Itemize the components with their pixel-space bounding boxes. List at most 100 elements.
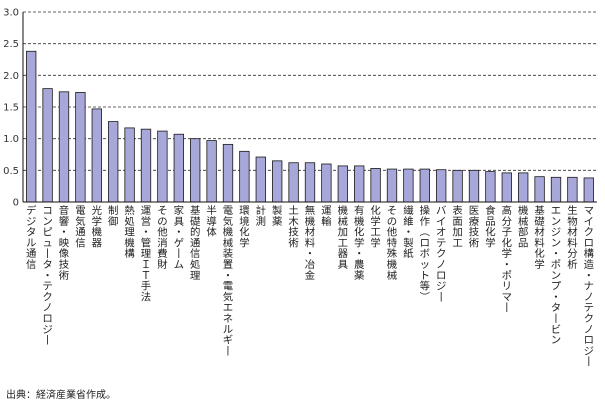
category-label-char: ノ <box>584 291 594 303</box>
category-label-char: 紙 <box>403 247 414 260</box>
category-label-char: 機 <box>354 215 365 228</box>
category-label-char: 特 <box>387 237 397 249</box>
category-label-char: 機 <box>305 215 316 228</box>
category-label-char: 分 <box>567 248 577 260</box>
category-label-char: ジ <box>436 281 446 293</box>
category-label-char: ・ <box>59 227 69 239</box>
category-label-char: タ <box>42 259 52 271</box>
category-label-char: 化 <box>502 236 512 249</box>
category-label-char: ル <box>26 237 36 249</box>
category-label-char: エ <box>223 302 233 314</box>
category-label-char: 工 <box>370 227 380 239</box>
bar <box>173 133 184 203</box>
category-label-char: 土 <box>288 204 298 217</box>
category-label-char: ノ <box>584 324 594 336</box>
category-label: 食品化学食品化学 <box>485 204 496 249</box>
category-label-char: 営 <box>141 215 151 228</box>
category-label: その他特殊機械その他特殊機械 <box>387 205 398 282</box>
bar <box>124 127 135 203</box>
category-label-char: 通 <box>190 237 201 249</box>
category-label-char: ロ <box>584 335 594 347</box>
category-label-char: 気 <box>75 215 85 228</box>
category-label-char: 丨 <box>223 345 233 357</box>
category-label-char: 械 <box>338 215 348 228</box>
category-label-char: 通 <box>75 227 86 239</box>
category-label-char: 丨 <box>174 248 184 260</box>
category-label-char: ピ <box>42 227 52 239</box>
category-label-char: 金 <box>305 269 316 282</box>
category-label-char: 理 <box>124 227 135 239</box>
category-label-char: 材 <box>567 226 577 239</box>
category-label-char: ノ <box>42 302 52 314</box>
category-label-char: 学 <box>92 215 102 228</box>
bar <box>386 168 398 203</box>
category-label-char: 響 <box>59 215 69 228</box>
category-label-char: ジ <box>551 227 561 239</box>
category-label-char: 御 <box>108 215 118 228</box>
category-label-char: バ <box>436 205 446 217</box>
category-label-char: 医 <box>469 205 479 217</box>
bar <box>534 176 545 203</box>
category-label-char: ︶ <box>420 291 431 303</box>
category-label-char: Ｉ <box>141 259 151 271</box>
category-label-char: ク <box>436 248 446 260</box>
category-label-char: 測 <box>256 215 266 228</box>
category-label-char: 木 <box>288 216 299 228</box>
category-label-char: 運 <box>141 205 152 217</box>
category-label-char: ポ <box>502 270 512 282</box>
category-label-char: 械 <box>518 215 528 228</box>
category-label-char: 像 <box>59 248 70 260</box>
category-label-char: 操 <box>420 204 431 217</box>
category-label-char: 費 <box>157 247 167 260</box>
category-label-char: 薬 <box>272 216 282 228</box>
category-label: 家具・ゲーム家具・ゲ丨ム <box>174 204 185 271</box>
category-label-char: タ <box>26 227 36 239</box>
category-label-char: エ <box>551 205 561 217</box>
category-label-char: イ <box>436 216 446 228</box>
category-label-char: イ <box>584 216 594 228</box>
category-label-char: ・ <box>354 248 364 260</box>
category-label-char: ン <box>551 270 561 282</box>
category-label-char: そ <box>157 205 167 217</box>
category-label-char: タ <box>551 302 561 314</box>
x-axis-labels: デジタル通信デジタル通信コンピュータ・テクノロジーコンピュ丨タ・テクノロジ丨音響… <box>26 204 595 368</box>
category-label: 半導体半導体 <box>206 204 217 239</box>
category-label-char: 運 <box>321 205 332 217</box>
category-label-char: 学 <box>485 236 495 249</box>
category-label-char: 化 <box>354 226 364 239</box>
category-label-char: 丨 <box>551 313 561 325</box>
category-label-char: 電 <box>75 205 85 217</box>
category-label-char: ・ <box>584 270 594 282</box>
category-label-char: 手 <box>141 280 151 293</box>
category-label-char: 学 <box>502 247 512 260</box>
bar <box>550 176 562 203</box>
category-label-char: 電 <box>223 281 233 293</box>
category-label-char: ・ <box>141 227 151 239</box>
category-label-char: 輸 <box>321 215 332 228</box>
category-label-char: ギ <box>223 335 233 347</box>
category-label-char: 農 <box>354 258 364 271</box>
category-label-char: 処 <box>190 258 201 271</box>
category-label-char: 基 <box>534 204 545 217</box>
category-label-char: 処 <box>124 215 135 228</box>
y-tick-label: 2.5 <box>3 39 19 50</box>
category-label-char: 熱 <box>124 204 135 217</box>
category-label-char: 置 <box>223 259 233 271</box>
category-label-char: 工 <box>452 237 462 249</box>
bar <box>222 143 234 203</box>
category-label-char: ジ <box>584 345 594 357</box>
category-label-char: 材 <box>305 226 315 239</box>
bar <box>26 50 37 203</box>
category-label-char: 映 <box>59 237 70 249</box>
category-label: 医療技術医療技術 <box>469 205 480 249</box>
category-label-char: ・ <box>551 291 561 303</box>
source-note: 出典：経済産業省作成。 <box>6 390 116 401</box>
category-label: 繊維・製紙繊維・製紙 <box>403 204 414 260</box>
category-label-char: ト <box>420 270 430 282</box>
category-label-char: ジ <box>26 216 36 228</box>
